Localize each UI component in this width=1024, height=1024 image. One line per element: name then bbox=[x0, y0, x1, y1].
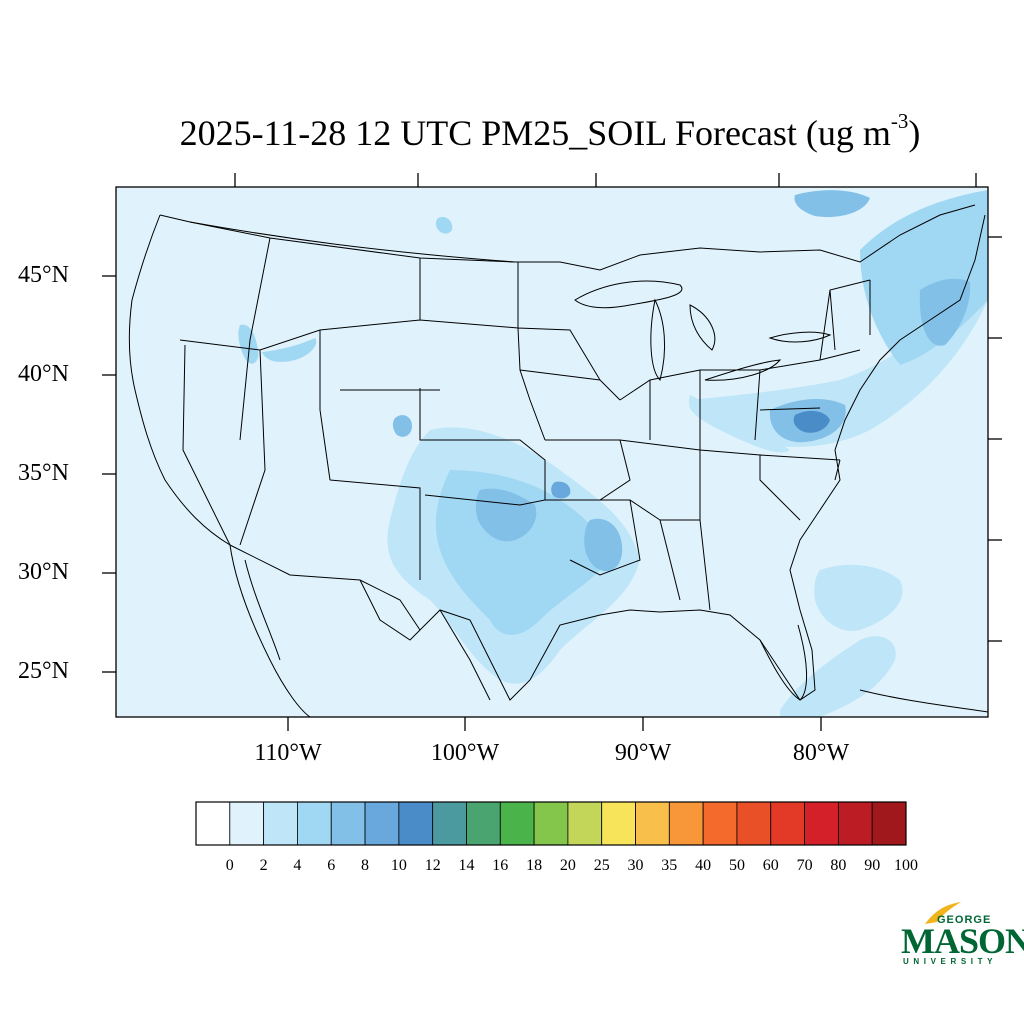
colorbar-box bbox=[398, 801, 434, 846]
colorbar-box bbox=[804, 801, 839, 846]
cuba bbox=[859, 689, 988, 713]
colorbar-tick-label: 12 bbox=[424, 857, 441, 874]
plume-quebec bbox=[794, 190, 870, 218]
colorbar-box bbox=[263, 801, 298, 846]
colorbar-tick-label: 50 bbox=[729, 857, 745, 874]
plume-colorado bbox=[392, 415, 412, 437]
florida bbox=[759, 624, 808, 701]
lake-ontario bbox=[768, 331, 832, 343]
plume-montana bbox=[435, 216, 453, 234]
plume-idaho bbox=[238, 324, 259, 364]
colorbar-box bbox=[533, 801, 569, 846]
state-lines-west bbox=[179, 237, 546, 580]
lon-label-100w: 100°W bbox=[430, 740, 500, 766]
colorbar-tick-label: 70 bbox=[796, 857, 813, 874]
lon-ticks-bottom bbox=[287, 717, 822, 731]
logo-mason: MASON bbox=[901, 921, 1024, 961]
colorbar-box bbox=[736, 801, 772, 846]
title-superscript: -3 bbox=[890, 109, 909, 133]
map-frame bbox=[115, 186, 989, 718]
plume-midatlantic-core bbox=[793, 410, 830, 433]
colorbar-box bbox=[770, 801, 805, 846]
colorbar-box bbox=[837, 801, 873, 846]
colorbar-tick-label: 20 bbox=[559, 857, 576, 874]
colorbar bbox=[195, 801, 907, 846]
lat-label-25: 25°N bbox=[18, 658, 69, 684]
colorbar-box bbox=[466, 801, 501, 846]
lon-label-80w: 80°W bbox=[792, 740, 850, 766]
plume-newengland-mid bbox=[919, 278, 971, 346]
lon-label-90w: 90°W bbox=[614, 740, 672, 766]
colorbar-tick-label: 100 bbox=[894, 857, 918, 874]
colorbar-tick-label: 35 bbox=[661, 857, 678, 874]
concentration-field bbox=[238, 190, 988, 717]
colorbar-box bbox=[702, 801, 738, 846]
colorbar-box bbox=[297, 801, 332, 846]
lat-ticks bbox=[102, 275, 116, 673]
plume-oklahoma-hot bbox=[551, 481, 571, 499]
lake-huron bbox=[689, 304, 716, 351]
colorbar-tick-label: 30 bbox=[627, 857, 644, 874]
colorbar-box bbox=[229, 801, 265, 846]
colorbar-tick-label: 8 bbox=[361, 857, 369, 874]
state-lines-east bbox=[619, 279, 871, 450]
colorbar-tick-label: 90 bbox=[864, 857, 881, 874]
colorbar-tick-label: 25 bbox=[593, 857, 610, 874]
border-49n bbox=[189, 221, 516, 263]
colorbar-tick-label: 60 bbox=[762, 857, 779, 874]
lon-label-110w: 110°W bbox=[254, 740, 322, 766]
colorbar-box bbox=[195, 801, 231, 846]
colorbar-box bbox=[601, 801, 636, 846]
colorbar-box bbox=[635, 801, 670, 846]
lat-ticks-right bbox=[988, 236, 1002, 642]
map-title: 2025-11-28 12 UTC PM25_SOIL Forecast (ug… bbox=[0, 109, 1024, 154]
colorbar-frame bbox=[195, 801, 907, 846]
us-outline bbox=[128, 204, 986, 701]
logo-swoosh-icon bbox=[925, 902, 961, 924]
boundaries bbox=[128, 204, 988, 717]
colorbar-tick-label: 14 bbox=[458, 857, 475, 874]
logo-george: GEORGE bbox=[937, 914, 992, 926]
lat-label-30: 30°N bbox=[18, 559, 69, 585]
lake-superior bbox=[574, 280, 683, 309]
logo-university: UNIVERSITY bbox=[903, 957, 998, 966]
colorbar-box bbox=[364, 801, 400, 846]
colorbar-box bbox=[330, 801, 366, 846]
lat-label-35: 35°N bbox=[18, 460, 69, 486]
lat-label-45: 45°N bbox=[18, 262, 69, 288]
colorbar-box bbox=[432, 801, 467, 846]
title-main: 2025-11-28 12 UTC PM25_SOIL Forecast (ug… bbox=[179, 113, 891, 153]
plume-arkansas bbox=[584, 518, 623, 572]
colorbar-box bbox=[567, 801, 603, 846]
colorbar-tick-label: 2 bbox=[259, 857, 268, 874]
lat-label-40: 40°N bbox=[18, 361, 69, 387]
colorbar-tick-label: 80 bbox=[830, 857, 847, 874]
mexico-border bbox=[359, 579, 491, 701]
plume-wyoming bbox=[262, 338, 317, 362]
colorbar-tick-label: 6 bbox=[327, 857, 336, 874]
colorbar-tick-label: 0 bbox=[225, 857, 234, 874]
plume-bahamas bbox=[780, 636, 896, 717]
plume-lakes-streak bbox=[689, 395, 790, 453]
lake-erie bbox=[704, 359, 782, 381]
colorbar-box bbox=[668, 801, 704, 846]
lon-ticks-top bbox=[234, 173, 977, 187]
colorbar-tick-label: 16 bbox=[492, 857, 509, 874]
baja bbox=[229, 544, 311, 717]
title-close: ) bbox=[908, 113, 921, 153]
colorbar-tick-label: 4 bbox=[293, 857, 302, 874]
colorbar-tick-label: 18 bbox=[526, 857, 543, 874]
plume-atlantic-south bbox=[814, 564, 903, 631]
plume-midatlantic-outer bbox=[689, 280, 988, 447]
colorbar-box bbox=[871, 801, 907, 846]
colorbar-tick-label: 10 bbox=[390, 857, 407, 874]
colorbar-tick-label: 40 bbox=[695, 857, 712, 874]
lake-michigan bbox=[650, 298, 666, 381]
gmu-logo: GEORGE MASON UNIVERSITY bbox=[897, 900, 1024, 970]
colorbar-box bbox=[499, 801, 535, 846]
